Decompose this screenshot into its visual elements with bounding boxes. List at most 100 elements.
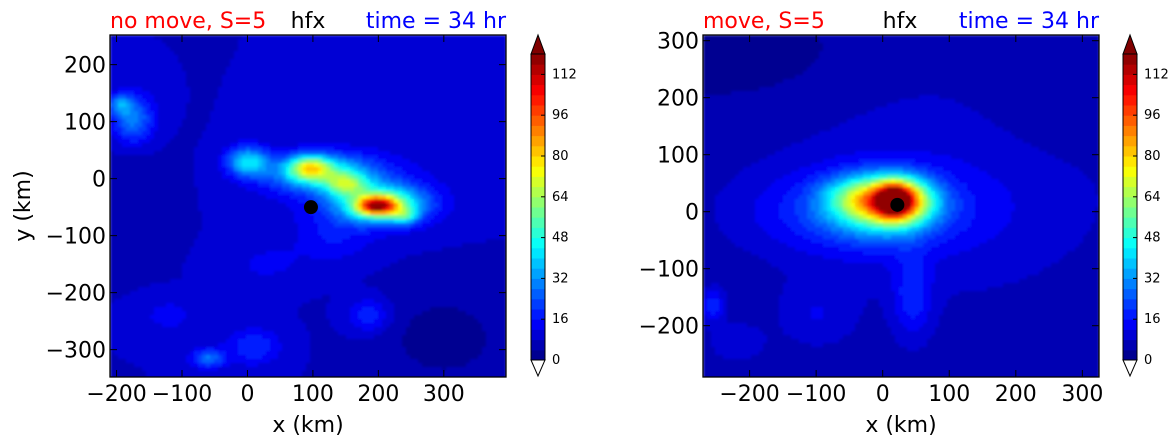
- storm-center-marker: [890, 197, 905, 212]
- colorbar-segment: [531, 288, 545, 300]
- colorbar-segment: [1123, 135, 1137, 147]
- y-tick-label: 300: [657, 30, 699, 55]
- colorbar-segment: [1123, 217, 1137, 228]
- colorbar-segment: [1123, 125, 1137, 137]
- x-tick-label: −100: [152, 382, 212, 407]
- colorbar-segment: [1123, 309, 1137, 320]
- x-tick-label: 100: [292, 382, 334, 407]
- y-tick-label: 200: [657, 87, 699, 112]
- colorbar-segment: [1123, 115, 1137, 126]
- colorbar-segment: [1123, 166, 1137, 177]
- panel-title-left: move, S=5: [703, 9, 825, 34]
- y-tick-label: −200: [639, 315, 699, 340]
- plot-frame: [109, 34, 507, 378]
- colorbar-tick-label: 0: [552, 353, 560, 368]
- colorbar-tick-label: 32: [1144, 271, 1161, 286]
- colorbar-segment: [531, 84, 545, 96]
- colorbar-segment: [531, 115, 545, 126]
- colorbar-tick-label: 32: [552, 271, 569, 286]
- y-tick-label: 100: [657, 144, 699, 169]
- colorbar-segment: [1123, 237, 1137, 249]
- colorbar-tick-label: 96: [552, 108, 569, 123]
- x-axis-label: x (km): [272, 413, 343, 438]
- colorbar-segment: [531, 227, 545, 239]
- colorbar-segment: [531, 105, 545, 116]
- y-tick-label: −100: [46, 225, 106, 250]
- colorbar-segment: [1123, 278, 1137, 290]
- x-tick-label: 0: [876, 382, 890, 407]
- colorbar-segment: [1123, 64, 1137, 75]
- colorbar-segment: [531, 207, 545, 218]
- storm-center-marker: [303, 200, 318, 215]
- x-tick-label: 0: [240, 382, 254, 407]
- colorbar-segment: [1123, 84, 1137, 96]
- colorbar-tick-label: 0: [1144, 353, 1152, 368]
- y-tick-label: −100: [639, 258, 699, 283]
- colorbar-segment: [1123, 349, 1137, 361]
- x-tick-label: −100: [786, 382, 846, 407]
- panel-title-center: hfx: [291, 9, 326, 34]
- x-tick-label: 300: [423, 382, 465, 407]
- colorbar: 0 16 32 48 64 80 96 112: [530, 33, 577, 378]
- colorbar-segment: [1123, 319, 1137, 330]
- colorbar-segment: [1123, 145, 1137, 157]
- y-tick-label: 200: [64, 54, 106, 79]
- colorbar-extend-top: [1122, 33, 1138, 55]
- colorbar-segment: [1123, 339, 1137, 351]
- colorbar-tick-label: 64: [1144, 190, 1161, 205]
- colorbar-segment: [531, 64, 545, 75]
- colorbar-segment: [1123, 247, 1137, 259]
- colorbar-tick-label: 80: [552, 149, 569, 164]
- colorbar-segment: [531, 166, 545, 177]
- colorbar-extend-bottom: [1122, 359, 1138, 378]
- x-tick-label: 200: [357, 382, 399, 407]
- panel-title-left: no move, S=5: [110, 9, 266, 34]
- colorbar-segment: [1123, 288, 1137, 300]
- colorbar-tick-label: 112: [1144, 67, 1169, 82]
- colorbar-segment: [531, 74, 545, 86]
- colorbar-segment: [1123, 268, 1137, 279]
- colorbar-segment: [1123, 186, 1137, 198]
- colorbar-tick-label: 96: [1144, 108, 1161, 123]
- colorbar-segment: [1123, 196, 1137, 208]
- colorbar-tick-label: 64: [552, 190, 569, 205]
- x-axis-label: x (km): [865, 413, 936, 438]
- colorbar-segment: [1123, 329, 1137, 341]
- colorbar-segment: [531, 247, 545, 259]
- colorbar-segment: [531, 145, 545, 157]
- x-tick-label: −200: [86, 382, 146, 407]
- colorbar-segment: [1123, 207, 1137, 218]
- colorbar-segment: [1123, 94, 1137, 106]
- colorbar-extend-top: [530, 33, 546, 55]
- colorbar-tick-label: 112: [552, 67, 577, 82]
- panel-no-move: no move, S=5 hfx time = 34 hr −200 −100 0 1…: [11, 9, 577, 438]
- colorbar-segment: [531, 237, 545, 249]
- colorbar-segment: [1123, 227, 1137, 239]
- colorbar-tick-label: 80: [1144, 149, 1161, 164]
- colorbar-segment: [1123, 258, 1137, 269]
- plot-frame: [702, 34, 1100, 378]
- colorbar-segment: [531, 349, 545, 361]
- colorbar-segment: [531, 278, 545, 290]
- heatmap-field: [703, 35, 1099, 377]
- colorbar-tick-label: 16: [1144, 312, 1161, 327]
- colorbar-segment: [531, 217, 545, 228]
- colorbar-tick-label: 48: [1144, 231, 1161, 246]
- colorbar-segment: [531, 258, 545, 269]
- y-axis-label: y (km): [11, 170, 36, 241]
- colorbar-segment: [531, 196, 545, 208]
- x-tick-label: 300: [1061, 382, 1103, 407]
- panel-title-center: hfx: [883, 9, 918, 34]
- colorbar-segment: [531, 298, 545, 310]
- colorbar-tick-label: 48: [552, 231, 569, 246]
- colorbar-segment: [1123, 54, 1137, 65]
- panel-title-right: time = 34 hr: [366, 9, 507, 34]
- colorbar-segment: [1123, 74, 1137, 86]
- colorbar-segment: [531, 186, 545, 198]
- y-tick-label: −200: [46, 282, 106, 307]
- colorbar-segment: [531, 176, 545, 188]
- colorbar-frame: [530, 53, 546, 361]
- colorbar-segment: [531, 135, 545, 147]
- y-tick-label: −300: [46, 339, 106, 364]
- colorbar-segment: [531, 156, 545, 167]
